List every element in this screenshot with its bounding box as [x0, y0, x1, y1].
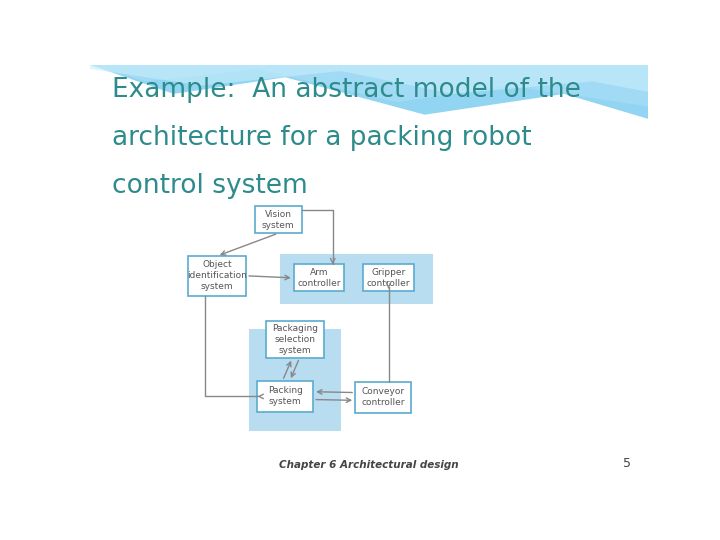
Text: Example:  An abstract model of the: Example: An abstract model of the: [112, 77, 581, 103]
Polygon shape: [90, 65, 648, 106]
FancyBboxPatch shape: [249, 329, 341, 431]
Text: Arm
controller: Arm controller: [297, 268, 341, 288]
FancyBboxPatch shape: [280, 254, 433, 304]
Text: 5: 5: [624, 457, 631, 470]
FancyBboxPatch shape: [255, 206, 302, 233]
Text: Gripper
controller: Gripper controller: [366, 268, 410, 288]
Text: Packaging
selection
system: Packaging selection system: [272, 323, 318, 355]
Text: Packing
system: Packing system: [268, 386, 302, 407]
Polygon shape: [90, 65, 648, 94]
Text: Object
identification
system: Object identification system: [187, 260, 247, 292]
Text: architecture for a packing robot: architecture for a packing robot: [112, 125, 532, 151]
Text: control system: control system: [112, 173, 308, 199]
Text: Chapter 6 Architectural design: Chapter 6 Architectural design: [279, 460, 459, 470]
Polygon shape: [90, 65, 648, 119]
FancyBboxPatch shape: [258, 381, 313, 412]
FancyBboxPatch shape: [188, 256, 246, 295]
Text: Vision
system: Vision system: [262, 210, 294, 230]
FancyBboxPatch shape: [294, 265, 344, 292]
FancyBboxPatch shape: [266, 321, 324, 358]
FancyBboxPatch shape: [364, 265, 413, 292]
FancyBboxPatch shape: [355, 382, 411, 413]
Text: Conveyor
controller: Conveyor controller: [361, 387, 405, 407]
